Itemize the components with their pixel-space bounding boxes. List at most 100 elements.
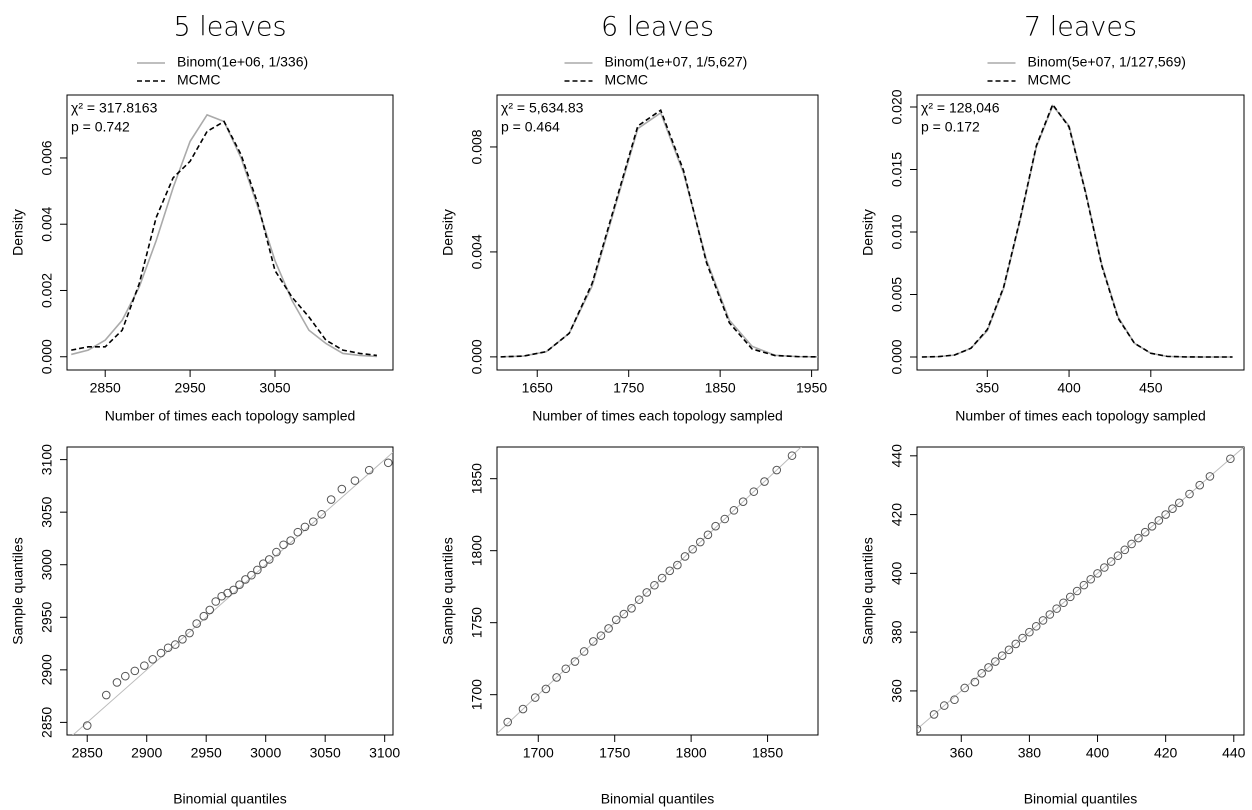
x-axis-label: Binomial quantiles <box>1024 791 1138 807</box>
qq-point <box>703 530 713 540</box>
qq-point <box>552 673 561 682</box>
qq-point <box>738 497 748 507</box>
legend-label: MCMC <box>605 72 649 88</box>
y-tick-label: 0.000 <box>39 339 55 374</box>
qq-point <box>1045 610 1055 619</box>
qq-point <box>211 597 221 606</box>
qq-point <box>264 555 274 564</box>
stat-annotation: p = 0.464 <box>501 119 560 135</box>
plot-area <box>497 437 815 734</box>
qq-point <box>589 637 598 646</box>
x-tick-label: 1950 <box>796 380 827 396</box>
qq-point <box>1052 604 1061 613</box>
qq-point <box>960 683 969 693</box>
density-line <box>500 111 818 358</box>
y-axis-label: Density <box>10 209 26 256</box>
qq-point <box>657 573 667 583</box>
density-line <box>921 102 1233 358</box>
qq-point <box>720 514 730 524</box>
qq-point <box>253 565 262 575</box>
qq-point <box>680 552 690 561</box>
x-tick-label: 2950 <box>191 745 222 761</box>
qq-point <box>627 603 636 613</box>
panel: Binomial quantiles Sample quantiles 360 380… <box>860 444 1246 807</box>
qq-point <box>350 476 360 485</box>
plot-frame <box>66 94 394 371</box>
density-line <box>71 120 377 357</box>
y-tick-label: 2950 <box>39 601 55 632</box>
qq-point <box>1161 510 1170 519</box>
x-tick-label: 1800 <box>676 745 707 761</box>
qq-point <box>530 693 540 702</box>
plot-frame <box>916 94 1245 371</box>
y-tick-label: 0.020 <box>889 89 905 124</box>
qq-point <box>286 536 295 545</box>
y-axis-label: Sample quantiles <box>440 537 456 644</box>
qq-point <box>984 663 993 672</box>
stat-annotation: χ² = 317.8163 <box>71 100 158 116</box>
qq-point <box>503 717 513 727</box>
qq-point <box>101 690 111 700</box>
y-tick-label: 3100 <box>39 444 55 475</box>
y-tick-label: 0.008 <box>469 129 485 164</box>
legend-label: MCMC <box>177 72 221 88</box>
y-tick-label: 1850 <box>469 463 485 494</box>
qq-point <box>82 721 92 730</box>
qq-point <box>364 465 374 475</box>
qq-point <box>729 506 739 515</box>
qq-point <box>929 710 939 719</box>
x-tick-label: 2900 <box>131 745 162 761</box>
x-tick-label: 1750 <box>599 745 630 761</box>
qq-point <box>579 647 589 656</box>
plot-area <box>917 447 1244 734</box>
x-tick-label: 3000 <box>250 745 281 761</box>
x-axis-label: Number of times each topology sampled <box>532 408 783 424</box>
qq-point <box>634 595 644 604</box>
panel: 7 leaves Number of times each topology sa… <box>860 12 1245 424</box>
qq-point <box>1038 616 1048 625</box>
panel-title: 6 leaves <box>601 12 714 43</box>
y-tick-label: 0.010 <box>889 214 905 249</box>
qq-point <box>229 585 238 595</box>
qq-point <box>688 544 697 554</box>
qq-point <box>604 624 613 633</box>
qq-point <box>185 628 194 638</box>
panel-title: 7 leaves <box>1024 12 1137 43</box>
y-tick-label: 3000 <box>39 549 55 580</box>
qq-point <box>293 527 303 537</box>
qq-point <box>1031 621 1041 631</box>
qq-point <box>272 547 281 557</box>
density-line <box>921 104 1233 358</box>
y-axis-label: Density <box>860 209 876 256</box>
qq-point <box>1134 533 1143 543</box>
qq-point <box>1018 633 1027 643</box>
x-tick-label: 1700 <box>523 745 554 761</box>
x-axis-label: Number of times each topology sampled <box>105 408 356 424</box>
qq-point <box>807 437 815 445</box>
y-tick-label: 1800 <box>469 535 485 566</box>
qq-point <box>148 655 157 664</box>
qq-point <box>1086 574 1096 584</box>
qq-point <box>1065 592 1075 602</box>
qq-point <box>611 615 621 625</box>
stat-annotation: p = 0.742 <box>71 119 130 135</box>
x-tick-label: 1650 <box>522 380 553 396</box>
qq-point <box>970 677 980 687</box>
x-tick-label: 2850 <box>72 745 103 761</box>
qq-point <box>1147 522 1157 531</box>
y-tick-label: 400 <box>889 561 905 585</box>
x-tick-label: 3100 <box>369 745 400 761</box>
qq-point <box>665 566 675 576</box>
x-tick-label: 1850 <box>752 745 783 761</box>
qq-point <box>619 609 629 619</box>
qq-point <box>308 517 318 526</box>
y-tick-label: 380 <box>889 620 905 644</box>
stat-annotation: χ² = 128,046 <box>921 100 1000 116</box>
qq-point <box>170 640 180 649</box>
qq-point <box>1113 551 1123 561</box>
x-tick-label: 440 <box>1222 745 1246 761</box>
y-tick-label: 0.002 <box>39 273 55 308</box>
legend-label: MCMC <box>1028 72 1072 88</box>
qq-point <box>642 588 652 597</box>
